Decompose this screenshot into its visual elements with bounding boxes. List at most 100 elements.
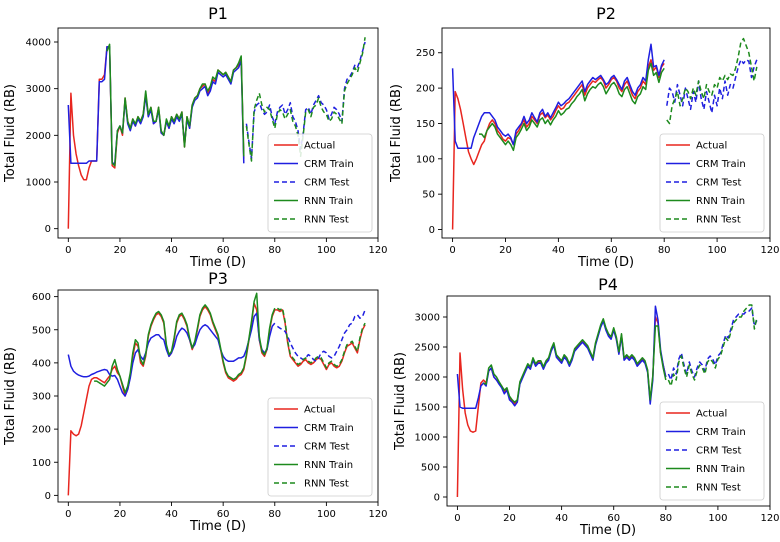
y-tick-label: 50 <box>422 190 435 201</box>
series-line-crm-test <box>276 309 366 362</box>
y-tick-label: 100 <box>416 154 435 165</box>
x-tick-label: 80 <box>658 245 671 256</box>
y-tick-label: 200 <box>416 84 435 95</box>
chart-title: P1 <box>208 4 228 23</box>
x-tick-label: 100 <box>708 513 727 524</box>
x-tick-label: 40 <box>552 245 565 256</box>
x-tick-label: 60 <box>607 513 620 524</box>
x-tick-label: 60 <box>605 245 618 256</box>
y-tick-label: 600 <box>32 292 51 303</box>
y-tick-label: 2000 <box>415 373 440 384</box>
series-line-crm-train <box>67 45 245 165</box>
legend-label: RNN Test <box>304 479 349 490</box>
chart-title: P2 <box>596 4 616 23</box>
y-tick-label: 0 <box>45 491 51 502</box>
x-tick-label: 80 <box>268 245 281 256</box>
legend-label: RNN Train <box>304 460 353 471</box>
x-tick-label: 80 <box>268 509 281 520</box>
y-tick-label: 300 <box>32 392 51 403</box>
legend-label: Actual <box>696 141 727 152</box>
y-tick-label: 0 <box>434 493 440 504</box>
chart-title: P3 <box>208 269 228 288</box>
series-line-rnn-test <box>245 37 366 162</box>
series-line-actual <box>451 59 665 230</box>
x-tick-label: 20 <box>503 513 516 524</box>
legend-label: RNN Train <box>304 196 353 207</box>
y-axis-label: Total Fluid (RB) <box>393 352 408 451</box>
y-tick-label: 3000 <box>415 313 440 324</box>
x-tick-label: 60 <box>217 245 230 256</box>
x-tick-label: 0 <box>65 245 71 256</box>
series-line-rnn-test <box>666 37 758 125</box>
x-tick-label: 80 <box>659 513 672 524</box>
y-tick-label: 100 <box>32 458 51 469</box>
y-tick-label: 1000 <box>415 433 440 444</box>
y-tick-label: 150 <box>416 119 435 130</box>
legend-label: RNN Train <box>696 196 745 207</box>
x-tick-label: 120 <box>368 509 387 520</box>
y-tick-label: 0 <box>45 224 51 235</box>
y-tick-label: 0 <box>429 225 435 236</box>
x-tick-label: 120 <box>760 245 779 256</box>
y-tick-label: 4000 <box>26 38 51 49</box>
x-tick-label: 20 <box>114 245 127 256</box>
legend-label: Actual <box>696 409 727 420</box>
legend: Actual CRM Train CRM Test RNN Train RNN Test <box>267 133 373 233</box>
series-group <box>67 37 366 229</box>
series-line-rnn-train <box>483 318 667 403</box>
x-axis-label: Time (D) <box>189 255 246 270</box>
legend-label: RNN Test <box>696 215 741 226</box>
series-group <box>451 37 758 230</box>
axes-frame <box>57 27 379 239</box>
x-axis-label: Time (D) <box>189 519 246 534</box>
axes-frame <box>446 295 771 507</box>
series-line-rnn-train <box>106 43 245 167</box>
legend-label: CRM Test <box>696 446 742 457</box>
series-line-crm-test <box>245 41 366 160</box>
legend-label: CRM Train <box>696 427 746 438</box>
legend-label: CRM Train <box>304 159 354 170</box>
x-axis-label: Time (D) <box>577 255 634 270</box>
chart-title: P4 <box>598 275 618 294</box>
chart-p1: P1 0 20 40 60 80 100 120 0 1000 2000 3000 4000 Time (… <box>3 4 388 270</box>
y-axis-label: Total Fluid (RB) <box>3 347 18 446</box>
series-line-crm-train <box>451 43 665 149</box>
x-axis-label: Time (D) <box>579 523 636 538</box>
series-line-rnn-test <box>276 307 366 369</box>
y-tick-label: 200 <box>32 425 51 436</box>
legend: Actual CRM Train CRM Test RNN Train RNN Test <box>659 401 765 501</box>
series-line-crm-train <box>456 305 667 409</box>
x-tick-label: 100 <box>317 509 336 520</box>
y-tick-label: 1000 <box>26 178 51 189</box>
axes-frame <box>441 27 771 239</box>
legend-label: CRM Test <box>304 178 350 189</box>
y-axis-label: Total Fluid (RB) <box>389 84 404 183</box>
legend-label: RNN Test <box>696 483 741 494</box>
legend: Actual CRM Train CRM Test RNN Train RNN Test <box>267 397 373 497</box>
series-line-crm-test <box>667 307 758 381</box>
x-tick-label: 40 <box>165 509 178 520</box>
x-tick-label: 60 <box>217 509 230 520</box>
series-group <box>456 304 758 498</box>
y-tick-label: 500 <box>421 463 440 474</box>
series-line-actual <box>456 316 667 498</box>
chart-p4: P4 0 20 40 60 80 100 120 0 500 1000 1500 2000 2500 300… <box>393 275 780 538</box>
x-tick-label: 100 <box>708 245 727 256</box>
series-line-crm-train <box>67 312 276 397</box>
legend-box <box>659 133 765 233</box>
x-tick-label: 120 <box>368 245 387 256</box>
y-tick-label: 250 <box>416 48 435 59</box>
chart-p2: P2 0 20 40 60 80 100 120 0 50 100 150 200 250 Time (D)… <box>389 4 780 270</box>
x-tick-label: 100 <box>317 245 336 256</box>
legend-label: CRM Test <box>304 442 350 453</box>
x-tick-label: 0 <box>65 509 71 520</box>
legend-box <box>267 397 373 497</box>
series-line-rnn-test <box>667 304 758 387</box>
series-line-rnn-train <box>479 62 665 152</box>
y-tick-label: 500 <box>32 325 51 336</box>
legend-box <box>659 401 765 501</box>
legend-label: RNN Test <box>304 215 349 226</box>
series-group <box>67 292 366 496</box>
x-tick-label: 40 <box>555 513 568 524</box>
